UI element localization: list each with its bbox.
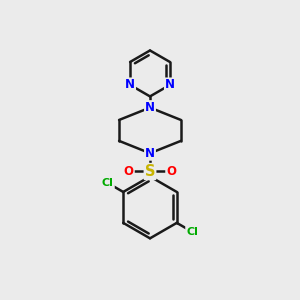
Text: S: S <box>145 164 155 179</box>
Text: O: O <box>166 165 176 178</box>
Text: N: N <box>145 147 155 160</box>
Text: N: N <box>145 101 155 114</box>
Text: O: O <box>124 165 134 178</box>
Text: N: N <box>165 78 175 92</box>
Text: Cl: Cl <box>102 178 114 188</box>
Text: N: N <box>125 78 135 92</box>
Text: Cl: Cl <box>186 227 198 237</box>
